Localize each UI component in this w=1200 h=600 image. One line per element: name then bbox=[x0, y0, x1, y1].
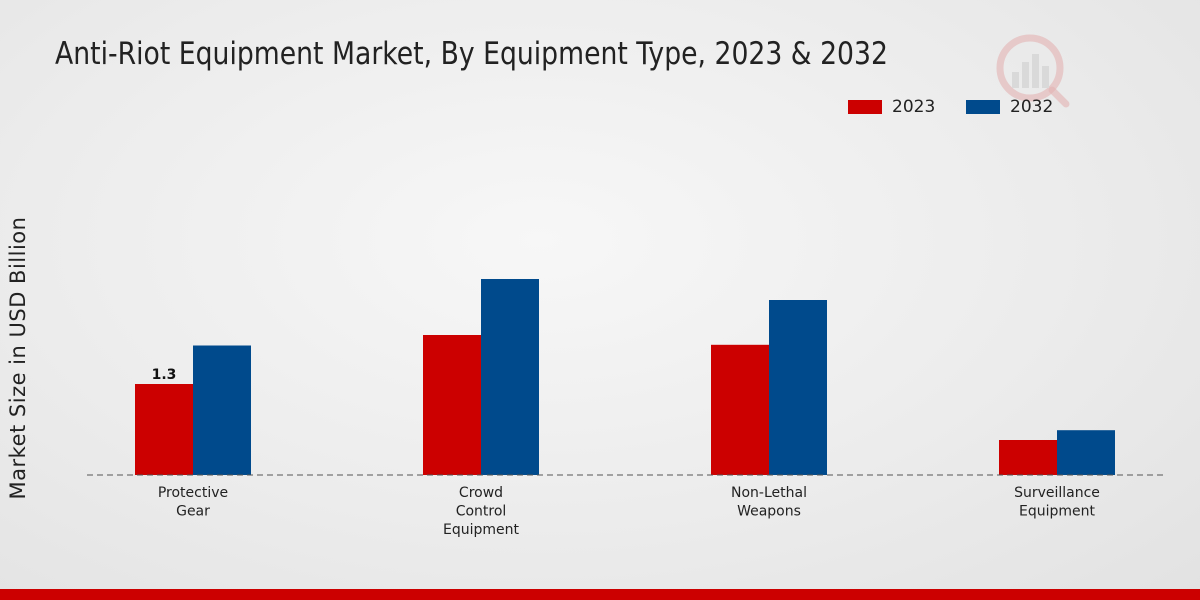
x-tick-label-3: Surveillance Equipment bbox=[1014, 485, 1100, 520]
legend-label-2023: 2023 bbox=[892, 97, 936, 117]
legend-swatch-2023 bbox=[848, 100, 882, 114]
legend-item-2023: 2023 bbox=[848, 95, 935, 119]
bar-2023-0 bbox=[135, 384, 193, 475]
x-tick-label-2: Non-Lethal Weapons bbox=[731, 485, 807, 520]
legend-swatch-2032 bbox=[966, 100, 1000, 114]
legend-item-2032: 2032 bbox=[966, 95, 1053, 119]
bar-2032-3 bbox=[1057, 430, 1115, 475]
legend-label-2032: 2032 bbox=[1010, 97, 1054, 117]
bar-2023-3 bbox=[999, 440, 1057, 475]
bar-2023-1 bbox=[423, 335, 481, 475]
bar-2032-1 bbox=[481, 279, 539, 475]
bottom-accent-band bbox=[0, 589, 1200, 600]
data-label-0: 1.3 bbox=[152, 367, 177, 383]
watermark-logo-icon bbox=[996, 34, 1070, 108]
bar-2032-2 bbox=[769, 300, 827, 475]
x-tick-label-0: Protective Gear bbox=[158, 485, 228, 520]
x-tick-label-1: Crowd Control Equipment bbox=[443, 485, 520, 538]
bar-2023-2 bbox=[711, 344, 769, 475]
bar-2032-0 bbox=[193, 345, 251, 475]
chart-title: Anti-Riot Equipment Market, By Equipment… bbox=[55, 36, 888, 72]
